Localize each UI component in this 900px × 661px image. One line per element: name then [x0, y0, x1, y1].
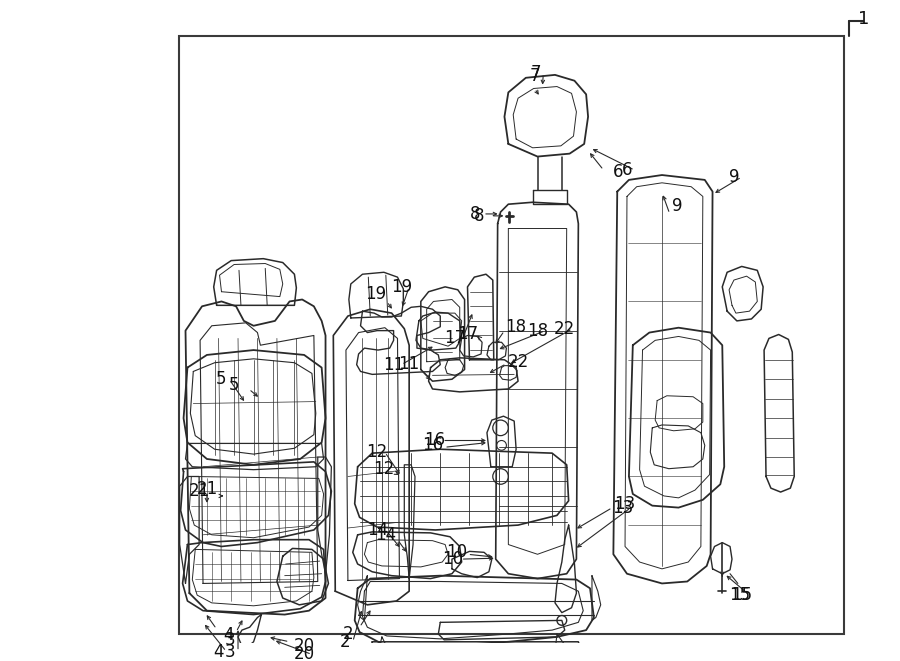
Bar: [179, 36, 844, 634]
Text: 21: 21: [188, 482, 210, 500]
Text: 14: 14: [367, 521, 389, 539]
Text: 12: 12: [374, 459, 394, 478]
Text: 8: 8: [474, 207, 484, 225]
Text: 18: 18: [506, 318, 526, 336]
Text: 1: 1: [858, 11, 869, 28]
Text: 11: 11: [383, 356, 404, 373]
Text: 20: 20: [293, 645, 315, 661]
Text: 14: 14: [375, 525, 396, 544]
Text: 22: 22: [508, 353, 528, 371]
Text: 13: 13: [615, 494, 635, 513]
Text: 16: 16: [422, 436, 443, 454]
Text: 10: 10: [443, 550, 464, 568]
Text: 15: 15: [729, 586, 751, 604]
Text: 6: 6: [613, 163, 624, 181]
Text: 12: 12: [366, 443, 388, 461]
Text: 2: 2: [343, 625, 353, 643]
Text: 18: 18: [527, 322, 548, 340]
Text: 9: 9: [672, 197, 683, 215]
Text: 3: 3: [225, 631, 236, 649]
Text: 13: 13: [613, 498, 634, 517]
Text: 15: 15: [731, 586, 752, 604]
Text: 17: 17: [445, 329, 465, 348]
Text: 19: 19: [365, 285, 387, 303]
Text: 5: 5: [229, 376, 239, 394]
Text: 4: 4: [213, 642, 224, 660]
Text: 6: 6: [622, 161, 632, 179]
Text: 7: 7: [530, 64, 541, 82]
Text: 10: 10: [446, 543, 467, 561]
Text: 19: 19: [391, 278, 412, 296]
Text: 21: 21: [196, 480, 218, 498]
Text: 2: 2: [339, 633, 350, 651]
Text: 9: 9: [729, 168, 739, 186]
Text: 11: 11: [399, 355, 419, 373]
Text: 4: 4: [223, 626, 233, 644]
Text: 16: 16: [424, 432, 445, 449]
Text: 17: 17: [457, 325, 478, 342]
Text: 3: 3: [225, 642, 236, 660]
Text: 7: 7: [529, 67, 540, 85]
Text: 22: 22: [554, 320, 575, 338]
Text: 5: 5: [216, 370, 227, 388]
Text: 20: 20: [293, 637, 315, 654]
Text: 8: 8: [470, 205, 481, 223]
